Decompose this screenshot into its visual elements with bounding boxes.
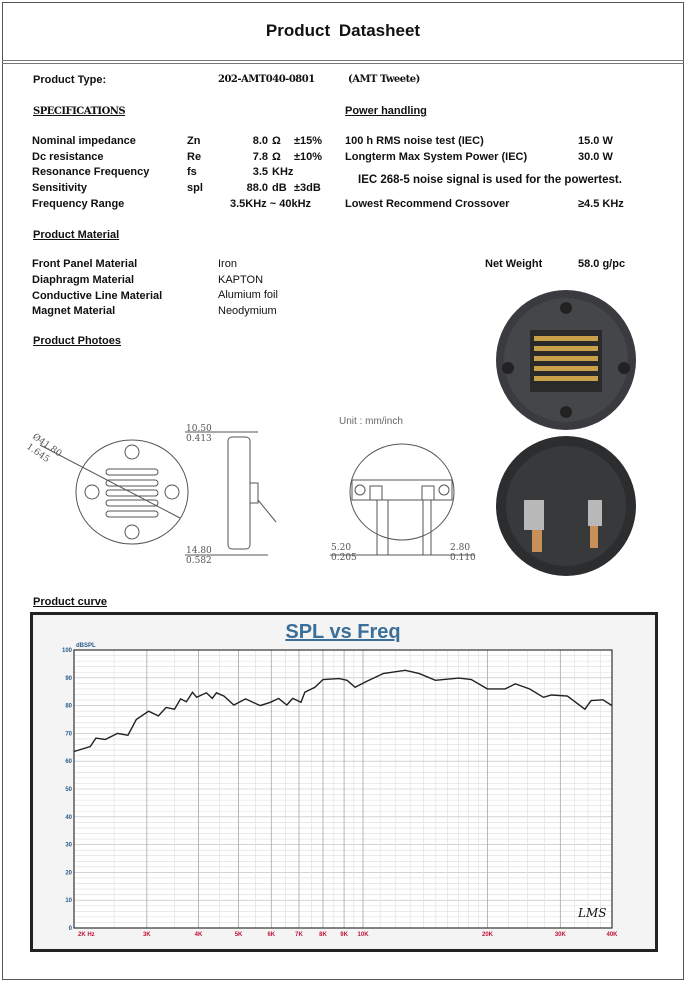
product-type-label: Product Type: [33, 74, 107, 86]
divider [2, 63, 684, 64]
material-value: Neodymium [218, 305, 277, 317]
product-model: 202-AMT040-0801 [218, 74, 315, 85]
spec-unit: Ω [272, 151, 281, 163]
depth-dim: 14.80 [186, 546, 212, 556]
material-value: Iron [218, 258, 237, 270]
depth-dim: 10.50 [186, 424, 212, 434]
back-view-drawing [330, 443, 474, 556]
power-row-value: 15.0 W [578, 135, 613, 147]
x-tick-label: 5K [235, 932, 243, 938]
x-tick-label: 40K [606, 932, 618, 938]
terminal-gap-dim: 2.80 [450, 543, 471, 553]
spec-symbol: Re [187, 151, 202, 163]
crossover-value: ≥4.5 KHz [578, 198, 624, 210]
spec-symbol: Zn [187, 135, 201, 147]
x-tick-label: 2K Hz [78, 932, 95, 938]
material-value: Alumium foil [218, 289, 278, 301]
spec-tolerance: ±15% [294, 135, 323, 147]
spec-tolerance: ±3dB [294, 182, 321, 194]
depth-dim-inch: 0.582 [186, 556, 212, 566]
chart-title: SPL vs Freq [285, 621, 401, 643]
x-tick-label: 9K [340, 932, 348, 938]
spec-value: 3.5KHz ~ 40kHz [230, 198, 312, 210]
spec-symbol: spl [187, 182, 203, 194]
spec-label: Dc resistance [32, 151, 104, 163]
x-tick-label: 8K [319, 932, 327, 938]
side-view-drawing [185, 431, 277, 556]
y-tick-label: 20 [65, 870, 72, 876]
spec-label: Nominal impedance [32, 135, 136, 147]
x-tick-label: 3K [143, 932, 151, 938]
crossover-label: Lowest Recommend Crossover [345, 198, 510, 210]
spec-symbol: fs [187, 166, 197, 178]
x-tick-label: 20K [482, 932, 494, 938]
spec-value: 7.8 [252, 151, 268, 163]
x-tick-label: 7K [295, 932, 303, 938]
material-value: KAPTON [218, 274, 264, 286]
lms-logo: LMS [578, 906, 607, 920]
product-kind: (AMT Tweete) [348, 74, 420, 85]
y-tick-label: 40 [65, 815, 72, 821]
y-tick-label: 90 [65, 676, 72, 682]
terminal-width-dim-inch: 0.205 [331, 553, 357, 563]
unit-note: Unit : mm/inch [339, 416, 403, 427]
y-tick-label: 50 [65, 787, 72, 793]
y-tick-label: 100 [62, 648, 73, 654]
y-tick-label: 60 [65, 759, 72, 765]
y-tick-label: 70 [65, 731, 72, 737]
depth-dim-inch: 0.413 [186, 434, 212, 444]
power-row-label: Longterm Max System Power (IEC) [345, 151, 528, 163]
y-tick-label: 0 [69, 926, 73, 932]
material-label: Conductive Line Material [32, 290, 163, 302]
y-tick-label: 10 [65, 898, 72, 904]
spec-unit: dB [272, 182, 287, 194]
spec-value: 88.0 [246, 182, 268, 194]
iec-note: IEC 268-5 noise signal is used for the p… [358, 174, 622, 186]
technical-drawing [39, 431, 474, 556]
spec-unit: Ω [272, 135, 281, 147]
x-tick-label: 30K [555, 932, 567, 938]
back-photo [496, 436, 636, 576]
power-row-label: 100 h RMS noise test (IEC) [345, 135, 484, 147]
spec-label: Resonance Frequency [32, 166, 150, 178]
spec-value: 3.5 [252, 166, 268, 178]
material-heading: Product Material [33, 229, 120, 241]
front-photo [496, 290, 636, 430]
spl-curve [73, 669, 613, 753]
spec-unit: KHz [272, 166, 294, 178]
y-axis-label: dBSPL [76, 643, 96, 649]
curve-heading: Product curve [33, 596, 107, 608]
terminal-gap-dim-inch: 0.110 [450, 553, 476, 563]
front-view-drawing [39, 439, 189, 545]
material-label: Front Panel Material [32, 258, 138, 270]
divider [2, 60, 684, 61]
x-tick-label: 6K [267, 932, 275, 938]
x-tick-label: 10K [358, 932, 370, 938]
material-label: Magnet Material [32, 305, 116, 317]
net-weight-value: 58.0 g/pc [578, 258, 626, 270]
material-label: Diaphragm Material [32, 274, 135, 286]
photos-heading: Product Photoes [33, 335, 122, 347]
power-row-value: 30.0 W [578, 151, 613, 163]
spec-label: Sensitivity [32, 182, 88, 194]
y-tick-label: 80 [65, 704, 72, 710]
power-handling-heading: Power handling [345, 105, 427, 117]
y-tick-label: 30 [65, 843, 72, 849]
spec-value: 8.0 [252, 135, 268, 147]
terminal-width-dim: 5.20 [331, 543, 352, 553]
spec-tolerance: ±10% [294, 151, 323, 163]
plot-border [73, 649, 613, 929]
spec-label: Frequency Range [32, 198, 125, 210]
product-photos [496, 290, 636, 576]
specifications-heading: SPECIFICATIONS [33, 106, 126, 117]
x-tick-label: 4K [195, 932, 203, 938]
page-title: Product Datasheet [265, 21, 421, 40]
net-weight-label: Net Weight [485, 258, 543, 270]
